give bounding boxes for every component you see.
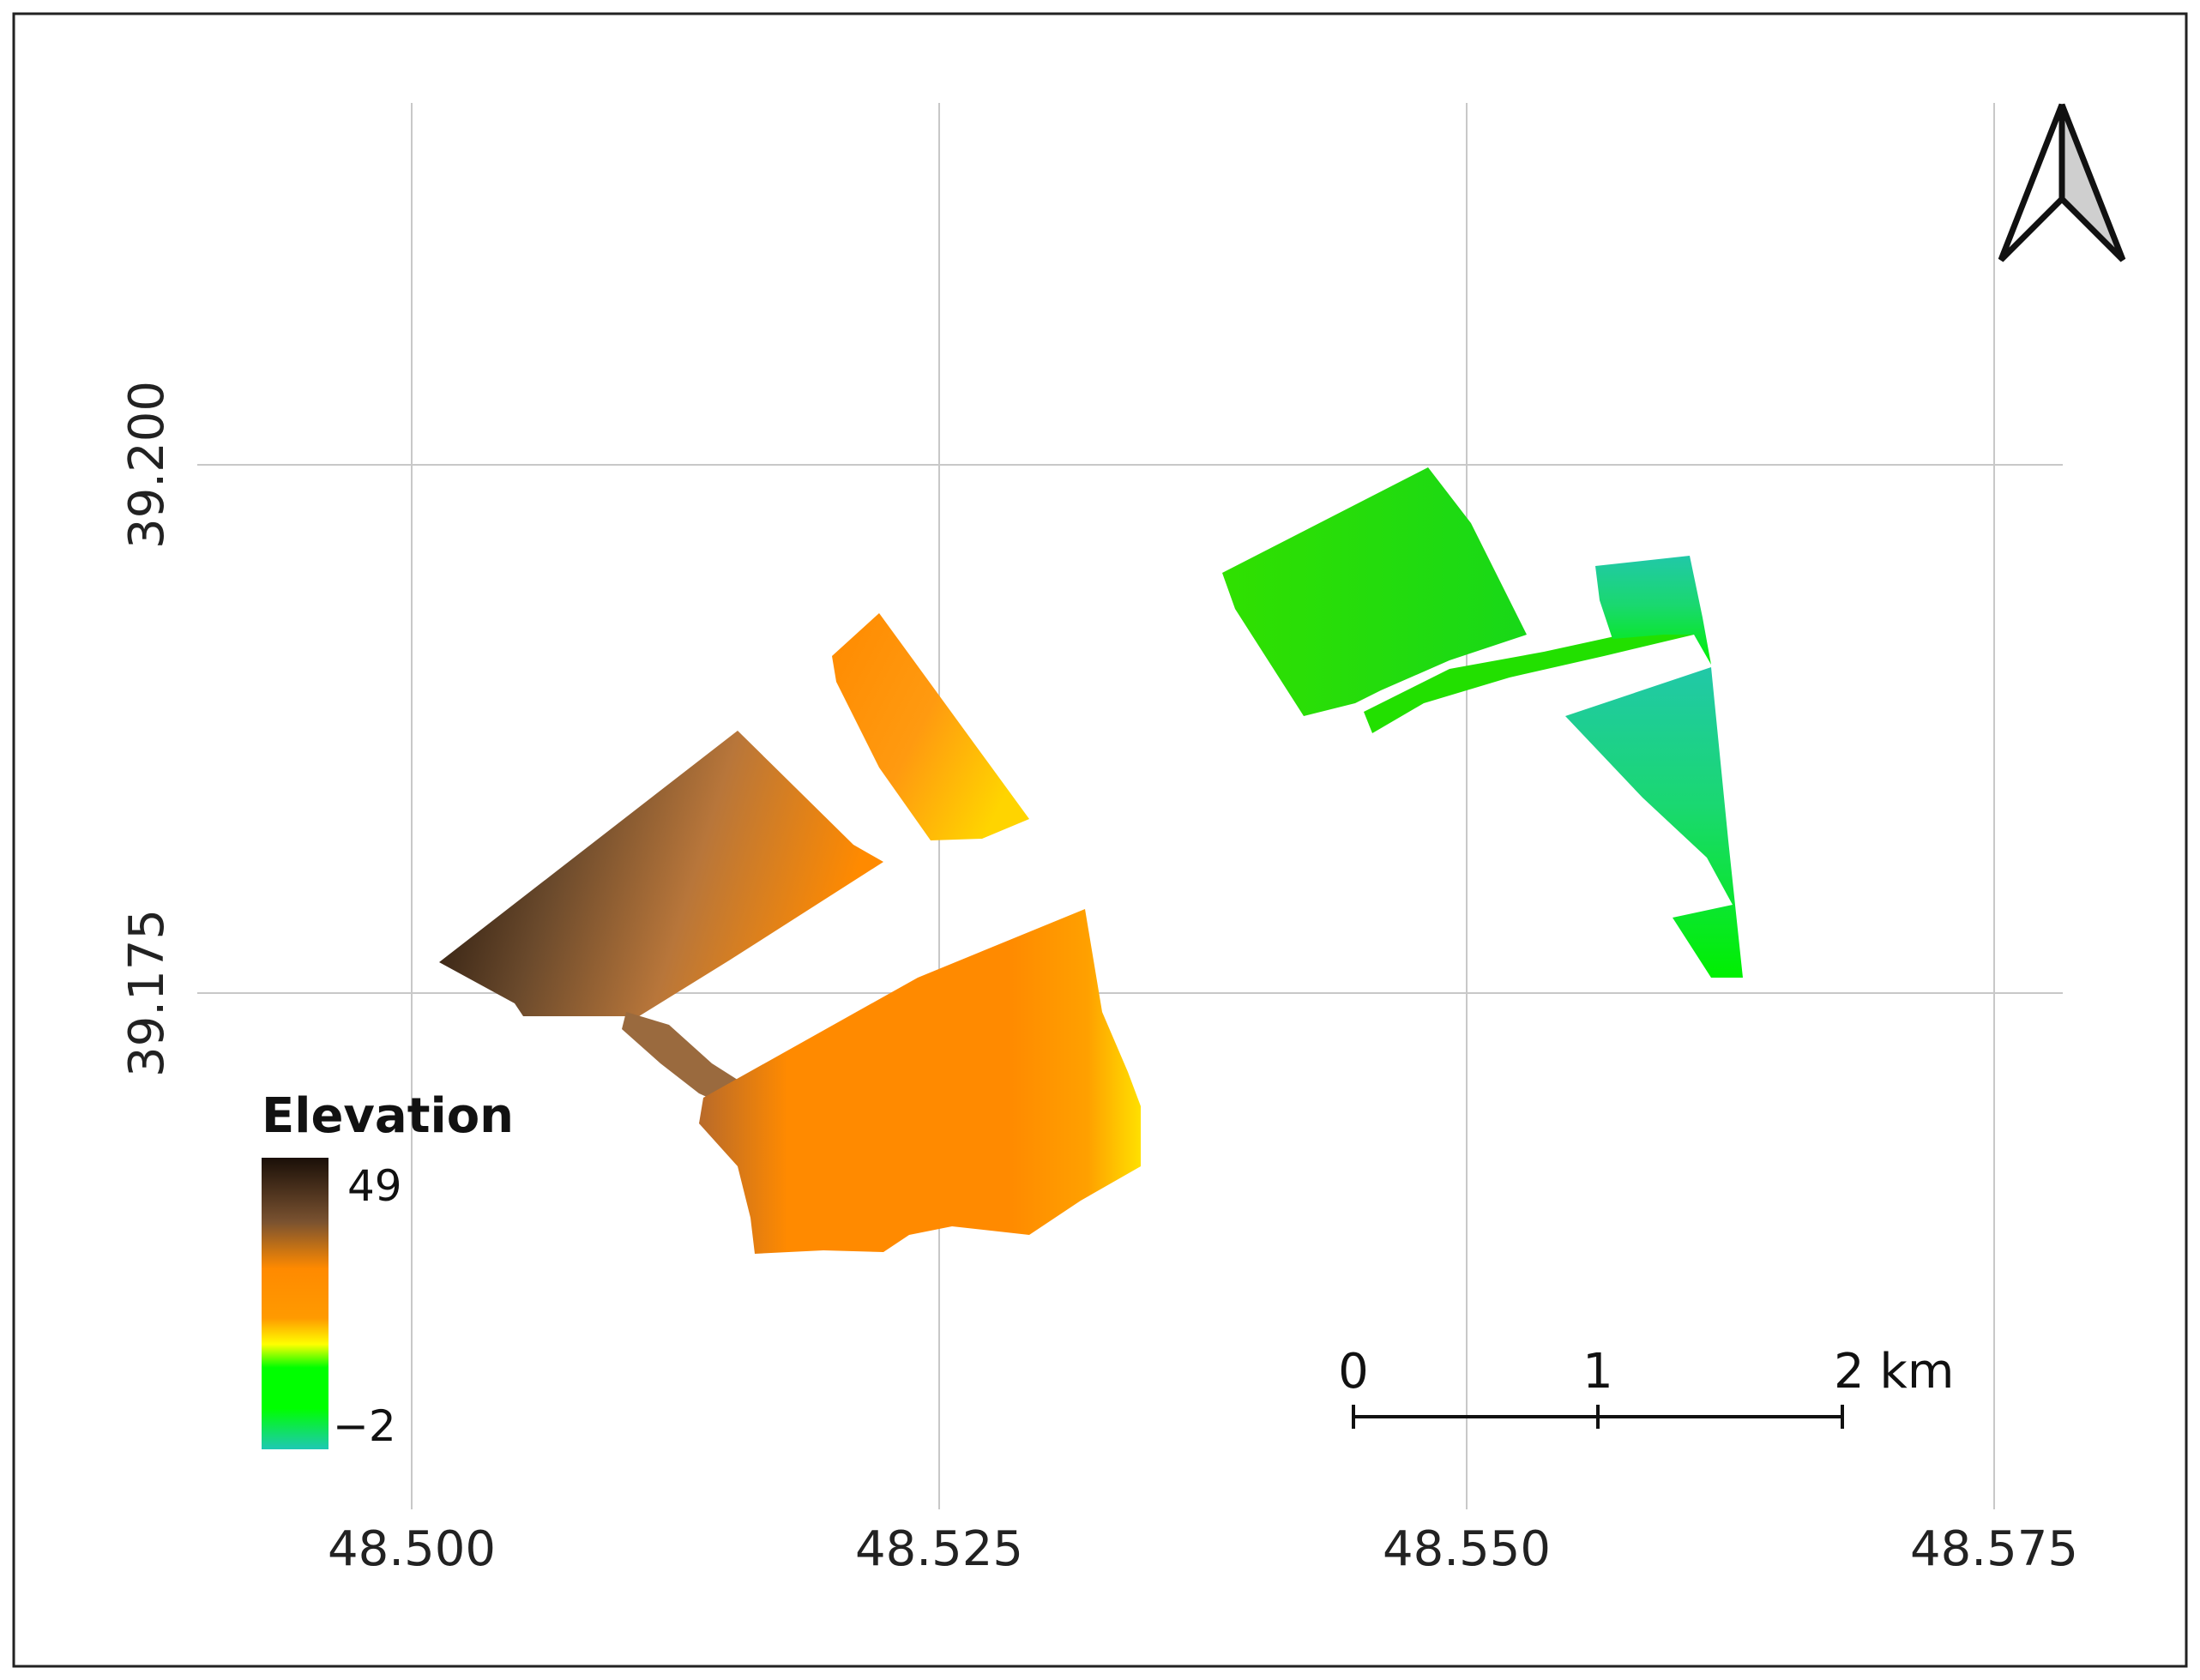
scale-label-2: 2 km [1834, 1344, 1954, 1400]
zone-mid-south [699, 909, 1141, 1254]
scale-label-0: 0 [1338, 1344, 1369, 1400]
north-arrow-icon [1998, 103, 2126, 262]
map-frame [12, 12, 2188, 1668]
x-tick-label: 48.575 [1910, 1521, 2078, 1577]
x-axis-labels: 48.500 48.525 48.550 48.575 [328, 1521, 2078, 1577]
zone-mid-strip [832, 613, 1029, 840]
legend-min-label: −2 [333, 1401, 396, 1451]
graticule [197, 103, 2063, 1509]
zone-low-east [1595, 556, 1711, 665]
scale-bar: 0 1 2 km [1338, 1344, 1954, 1429]
legend-max-label: 49 [347, 1161, 402, 1211]
legend-title: Elevation [262, 1088, 514, 1144]
y-tick-label: 39.175 [119, 909, 175, 1077]
zone-low-channel [1364, 622, 1694, 733]
x-tick-label: 48.525 [855, 1521, 1023, 1577]
zone-low-southeast [1565, 667, 1743, 978]
elevation-zones [439, 467, 1743, 1254]
scale-label-1: 1 [1582, 1344, 1613, 1400]
zone-low-north [1222, 467, 1527, 716]
legend: Elevation 49 −2 [262, 1088, 514, 1451]
y-tick-label: 39.200 [119, 381, 175, 549]
legend-color-ramp [262, 1158, 328, 1449]
zone-high-west [439, 731, 883, 1016]
y-axis-labels: 39.200 39.175 [119, 381, 175, 1077]
x-tick-label: 48.500 [328, 1521, 496, 1577]
x-tick-label: 48.550 [1383, 1521, 1551, 1577]
